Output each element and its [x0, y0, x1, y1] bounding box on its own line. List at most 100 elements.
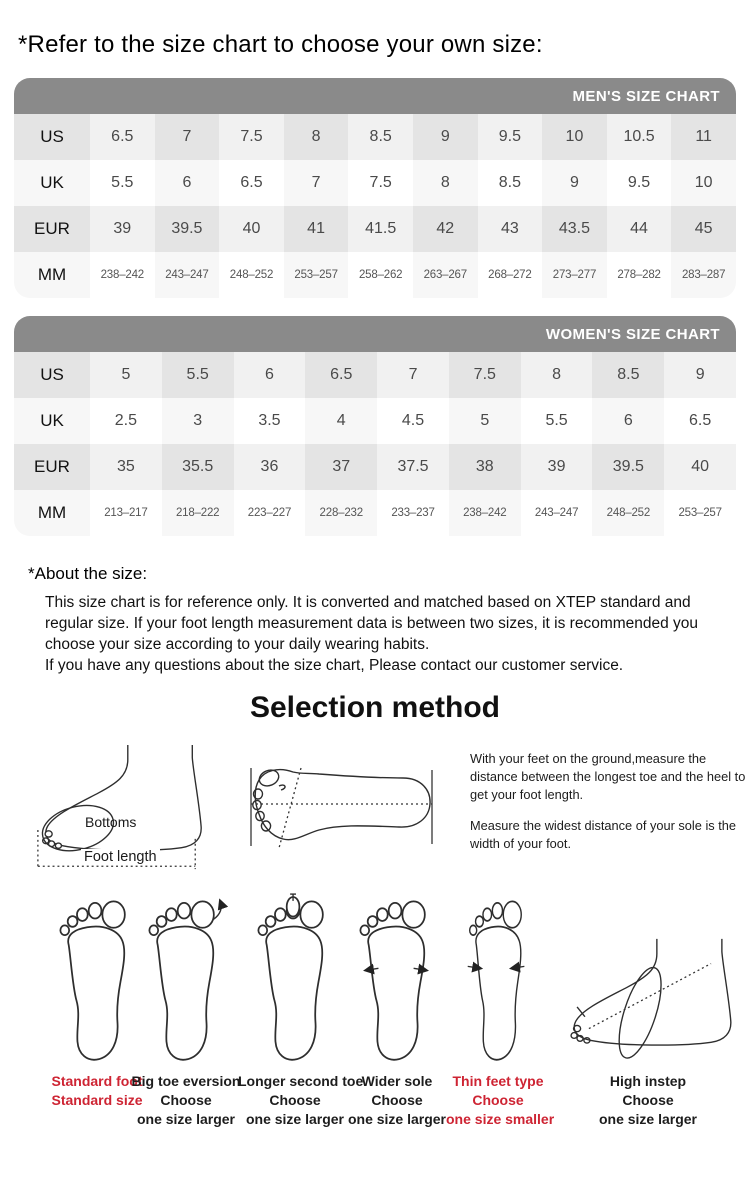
- size-cell: 39: [520, 444, 593, 490]
- size-cell: 40: [664, 444, 736, 490]
- size-cell: 37: [305, 444, 378, 490]
- size-cell: 35.5: [161, 444, 234, 490]
- row-label: UK: [14, 160, 90, 206]
- size-cell: 9.5: [606, 160, 672, 206]
- size-cell: 41.5: [348, 206, 413, 252]
- size-cell: 39.5: [154, 206, 220, 252]
- foot-type-thin-feet: Thin feet type Choose one size smaller: [446, 898, 555, 1129]
- size-cell: 4: [305, 398, 378, 444]
- size-cell: 10: [671, 160, 736, 206]
- size-cell: 36: [233, 444, 306, 490]
- row-label: US: [14, 352, 90, 398]
- size-cell: 263–267: [412, 252, 478, 298]
- size-cell: 5: [90, 352, 162, 398]
- size-cell: 273–277: [542, 252, 607, 298]
- chart-row-us: US 5 5.5 6 6.5 7 7.5 8 8.5 9: [14, 352, 736, 398]
- size-cell: 6.5: [305, 352, 378, 398]
- size-cell: 283–287: [671, 252, 736, 298]
- mens-size-chart: MEN'S SIZE CHART US 6.5 7 7.5 8 8.5 9 9.5 10 10.5…: [14, 78, 736, 298]
- size-cell: 37.5: [377, 444, 449, 490]
- size-cell: 5: [448, 398, 521, 444]
- foot-side-measure-diagram: Bottoms Foot length: [33, 744, 205, 884]
- size-cell: 5.5: [520, 398, 593, 444]
- chart-row-uk: UK 5.5 6 6.5 7 7.5 8 8.5 9 9.5 10: [14, 160, 736, 206]
- size-cell: 248–252: [219, 252, 284, 298]
- mens-chart-title: MEN'S SIZE CHART: [572, 87, 720, 105]
- size-cell: 243–247: [154, 252, 220, 298]
- size-cell: 42: [412, 206, 478, 252]
- size-cell: 238–242: [90, 252, 155, 298]
- about-size-title: *About the size:: [28, 564, 148, 583]
- size-cell: 41: [283, 206, 349, 252]
- size-cell: 3: [161, 398, 234, 444]
- size-cell: 11: [671, 114, 736, 160]
- measure-tip-length: With your feet on the ground,measure the…: [470, 751, 746, 802]
- size-cell: 39.5: [592, 444, 665, 490]
- foot-type-wider-sole: Wider sole Choose one size larger: [346, 898, 448, 1129]
- big-toe-eversion-drawing: [148, 898, 229, 1061]
- size-cell: 6: [233, 352, 306, 398]
- size-cell: 7.5: [448, 352, 521, 398]
- size-cell: 9: [664, 352, 736, 398]
- size-cell: 223–227: [233, 490, 306, 536]
- size-cell: 10.5: [606, 114, 672, 160]
- foot-type-caption: Longer second toe Choose one size larger: [238, 1073, 364, 1127]
- foot-type-caption: High instep Choose one size larger: [598, 1073, 698, 1127]
- size-cell: 10: [542, 114, 607, 160]
- size-cell: 7: [154, 114, 220, 160]
- size-cell: 6.5: [90, 114, 155, 160]
- size-cell: 43: [477, 206, 543, 252]
- foot-type-longer-second-toe: Longer second toe Choose one size larger: [238, 893, 364, 1129]
- size-cell: 9: [412, 114, 478, 160]
- row-label: UK: [14, 398, 90, 444]
- wider-sole-drawing: [359, 900, 430, 1061]
- size-cell: 40: [219, 206, 284, 252]
- foot-type-caption: Wider sole Choose one size larger: [347, 1073, 447, 1127]
- size-cell: 5.5: [90, 160, 155, 206]
- measurement-diagrams: Bottoms Foot length With your feet on th…: [0, 742, 750, 892]
- foot-type-big-toe-eversion: Big toe eversion Choose one size larger: [126, 898, 246, 1129]
- size-cell: 278–282: [606, 252, 672, 298]
- size-cell: 6.5: [664, 398, 736, 444]
- size-cell: 35: [90, 444, 162, 490]
- row-label: MM: [14, 252, 90, 298]
- foot-length-label: Foot length: [81, 849, 160, 865]
- size-cell: 213–217: [90, 490, 162, 536]
- chart-row-mm: MM 238–242 243–247 248–252 253–257 258–262 263…: [14, 252, 736, 298]
- size-cell: 228–232: [305, 490, 378, 536]
- size-cell: 45: [671, 206, 736, 252]
- row-label: EUR: [14, 444, 90, 490]
- size-cell: 8: [283, 114, 349, 160]
- size-cell: 43.5: [542, 206, 607, 252]
- size-cell: 6: [154, 160, 220, 206]
- size-cell: 7.5: [219, 114, 284, 160]
- size-cell: 6.5: [219, 160, 284, 206]
- size-cell: 7: [283, 160, 349, 206]
- womens-size-table: US 5 5.5 6 6.5 7 7.5 8 8.5 9 UK 2.5 3 3.5 4 4.5 5 5.5 6 6.5…: [14, 352, 736, 536]
- row-label: EUR: [14, 206, 90, 252]
- size-cell: 5.5: [161, 352, 234, 398]
- mens-size-table: US 6.5 7 7.5 8 8.5 9 9.5 10 10.5 11 UK 5.5 6 6.5 7 7.5 8 8…: [14, 114, 736, 298]
- size-cell: 2.5: [90, 398, 162, 444]
- bottoms-label: Bottoms: [85, 814, 137, 830]
- thin-feet-drawing: [467, 900, 525, 1061]
- size-cell: 9: [542, 160, 607, 206]
- womens-size-chart: WOMEN'S SIZE CHART US 5 5.5 6 6.5 7 7.5 8 8.5 9 UK…: [14, 316, 736, 536]
- size-cell: 9.5: [477, 114, 543, 160]
- longer-second-toe-drawing: [257, 893, 324, 1061]
- size-cell: 8: [520, 352, 593, 398]
- measure-tip-width: Measure the widest distance of your sole…: [470, 818, 737, 851]
- page-title: *Refer to the size chart to choose your …: [18, 31, 543, 58]
- size-cell: 7: [377, 352, 449, 398]
- foot-types-row: Standard foot Standard size Big toe ever…: [0, 892, 750, 1132]
- foot-type-caption: Thin feet type Choose one size smaller: [446, 1073, 555, 1127]
- size-cell: 44: [606, 206, 672, 252]
- size-cell: 218–222: [161, 490, 234, 536]
- size-cell: 8: [412, 160, 478, 206]
- chart-row-mm: MM 213–217 218–222 223–227 228–232 233–237 238…: [14, 490, 736, 536]
- size-cell: 253–257: [664, 490, 736, 536]
- size-cell: 238–242: [448, 490, 521, 536]
- size-cell: 8.5: [348, 114, 413, 160]
- row-label: US: [14, 114, 90, 160]
